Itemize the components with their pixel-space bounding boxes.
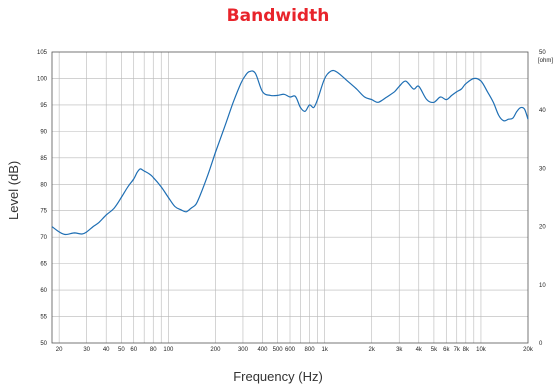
y2-unit-label: [ohm] [538, 58, 553, 64]
x-tick-label: 20 [56, 347, 63, 353]
x-tick-label: 5k [431, 347, 438, 353]
y-tick-label: 105 [37, 50, 48, 56]
y2-tick-label: 50 [539, 50, 546, 56]
x-tick-label: 1k [321, 347, 328, 353]
y-tick-label: 65 [40, 262, 47, 268]
y-tick-label: 60 [40, 288, 47, 294]
x-tick-label: 500 [273, 347, 284, 353]
x-tick-label: 10k [476, 347, 487, 353]
y-tick-label: 70 [40, 235, 47, 241]
x-axis-label: Frequency (Hz) [233, 369, 323, 384]
y2-tick-label: 30 [539, 166, 546, 172]
x-tick-label: 60 [130, 347, 137, 353]
x-tick-label: 200 [210, 347, 221, 353]
y-tick-label: 85 [40, 156, 47, 162]
y2-tick-label: 10 [539, 283, 546, 289]
response-curve [51, 69, 529, 236]
x-tick-label: 2k [369, 347, 376, 353]
x-tick-label: 3k [396, 347, 403, 353]
x-tick-label: 100 [163, 347, 174, 353]
y-tick-label: 95 [40, 103, 47, 109]
chart-title: Bandwidth [226, 6, 330, 26]
y2-tick-label: 20 [539, 225, 546, 231]
x-tick-label: 30 [83, 347, 90, 353]
x-tick-label: 600 [285, 347, 296, 353]
x-tick-label: 7k [454, 347, 461, 353]
y2-tick-label: 40 [539, 108, 546, 114]
y-tick-label: 55 [40, 315, 47, 321]
y-tick-label: 90 [40, 129, 47, 135]
x-tick-label: 8k [463, 347, 470, 353]
y-tick-label: 75 [40, 209, 47, 215]
x-tick-label: 300 [238, 347, 249, 353]
y-tick-label: 100 [37, 76, 48, 82]
grid [52, 52, 528, 343]
x-tick-label: 50 [118, 347, 125, 353]
x-tick-label: 800 [305, 347, 316, 353]
x-tick-label: 6k [443, 347, 450, 353]
x-tick-label: 4k [416, 347, 423, 353]
y-tick-label: 80 [40, 182, 47, 188]
ticks: 20 30 40 50 60 80 100 200 300 400 500 600 800 1k 2k 3k 4… [37, 50, 553, 353]
y2-tick-label: 0 [539, 341, 543, 347]
x-tick-label: 40 [103, 347, 110, 353]
y-tick-label: 50 [40, 341, 47, 347]
x-tick-label: 400 [257, 347, 268, 353]
x-tick-label: 80 [150, 347, 157, 353]
plot-frame [51, 51, 529, 344]
x-tick-label: 20k [523, 347, 534, 353]
